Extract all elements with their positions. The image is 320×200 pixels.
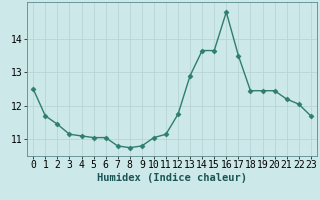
X-axis label: Humidex (Indice chaleur): Humidex (Indice chaleur) xyxy=(97,173,247,183)
